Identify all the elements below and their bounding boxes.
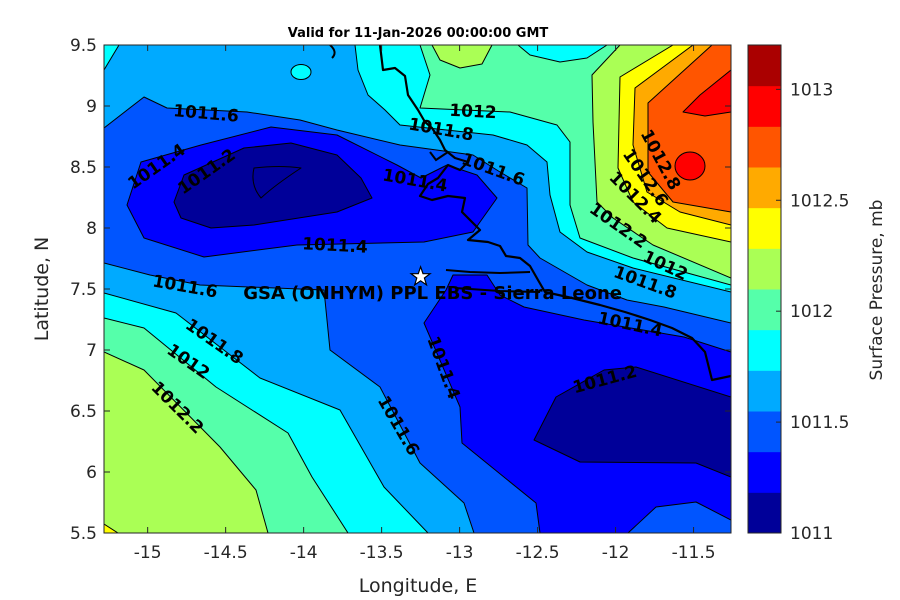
colorbar-swatch [748,451,781,493]
colorbar-ticks: 1011 1011.5 1012 1012.5 1013 [776,80,849,544]
x-tick-label: -13.5 [360,543,404,563]
x-tick-label: -12 [602,543,630,563]
colorbar-tick-label: 1012 [790,302,833,322]
contour-fills [104,45,731,533]
colorbar-swatch [748,85,781,127]
colorbar-swatch [748,126,781,168]
y-axis-label: Latitude, N [31,237,53,342]
contour-label: 1011.4 [302,234,369,257]
y-axis-ticks: 5.5 6 6.5 7 7.5 8 8.5 9 9.5 [70,36,731,544]
fill-1011-1011.2-north [173,142,373,229]
colorbar-swatch [748,370,781,412]
x-tick-label: -15 [134,543,162,563]
fill-1012.4-corner [104,523,119,533]
coastline-islands [329,45,541,293]
chart-title: Valid for 11-Jan-2026 00:00:00 GMT [288,26,549,41]
station-marker-group: GSA (ONHYM) PPL EBS - Sierra Leone [243,264,622,304]
colorbar-swatch [748,492,781,534]
y-tick-label: 5.5 [70,524,97,544]
star-icon [409,264,432,287]
contour-label: 1012 [449,101,497,123]
colorbar-swatch [748,207,781,249]
contour-1011-closed [252,166,302,199]
y-tick-label: 6.5 [70,402,97,422]
y-tick-label: 8.5 [70,158,97,178]
colorbar-tick-label: 1011.5 [790,413,849,433]
x-tick-label: -12.5 [516,543,560,563]
colorbar-tick-label: 1011 [790,524,833,544]
fill-1012.2-1012.4-southwest [104,351,269,533]
fill-1013-north [682,69,731,117]
colorbar [747,44,782,534]
y-tick-label: 8 [86,219,97,239]
x-tick-label: -11.5 [672,543,716,563]
x-axis-ticks: -15 -14.5 -14 -13.5 -13 -12.5 -12 -11.5 [134,45,716,563]
fill-1013-blob [674,151,706,181]
coastline [378,45,731,382]
colorbar-swatch [748,45,781,87]
station-label: GSA (ONHYM) PPL EBS - Sierra Leone [243,283,622,304]
y-tick-label: 7.5 [70,280,97,300]
colorbar-swatch [748,248,781,290]
y-tick-label: 9.5 [70,36,97,56]
x-tick-label: -14.5 [204,543,248,563]
colorbar-swatch [748,329,781,371]
y-tick-label: 7 [86,341,97,361]
fill-cyan-corner [104,45,120,71]
x-tick-label: -13 [446,543,474,563]
y-tick-label: 9 [86,97,97,117]
fill-1012.2-1012.4-north [431,45,493,69]
colorbar-label: Surface Pressure, mb [867,200,887,381]
colorbar-tick-label: 1012.5 [790,191,849,211]
colorbar-swatch [748,289,781,331]
colorbar-tick-label: 1013 [790,80,833,100]
colorbar-frame [747,44,782,534]
fill-1011-1011.2-south [533,366,731,478]
y-tick-label: 6 [86,463,97,483]
colorbar-swatch [748,411,781,453]
colorbar-swatch [748,167,781,209]
x-axis-label: Longitude, E [359,575,478,597]
x-tick-label: -14 [290,543,318,563]
fill-cyan-ellipse [290,64,312,80]
